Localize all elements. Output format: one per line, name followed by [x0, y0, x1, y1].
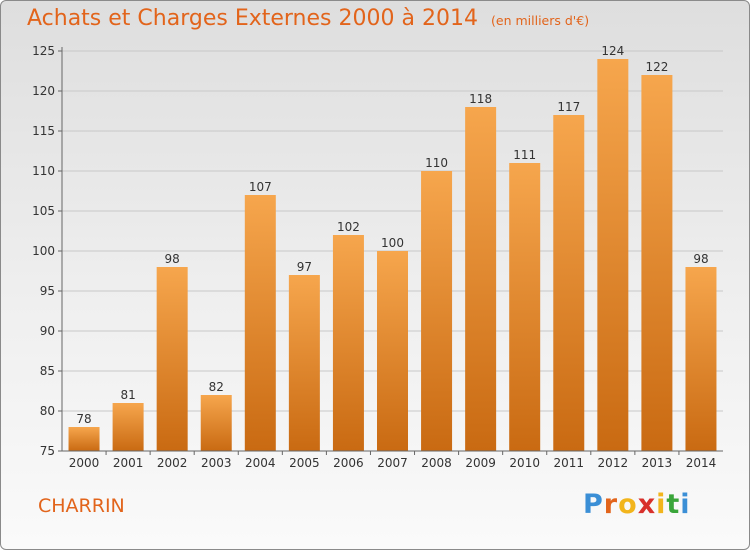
bar — [156, 267, 188, 451]
bars — [68, 59, 717, 451]
x-tick-label: 2003 — [201, 456, 232, 470]
data-label: 78 — [76, 412, 91, 426]
x-tick-label: 2006 — [333, 456, 364, 470]
bar — [200, 395, 232, 451]
logo-letter: t — [666, 489, 681, 520]
x-tick-label: 2000 — [69, 456, 100, 470]
y-tick-label: 125 — [32, 44, 55, 58]
logo-letter: o — [618, 489, 638, 520]
y-tick-label: 120 — [32, 84, 55, 98]
unit-note: (en milliers d'€) — [491, 13, 590, 28]
x-tick-label: 2010 — [509, 456, 540, 470]
axes — [58, 47, 723, 455]
x-tick-label: 2011 — [553, 456, 584, 470]
data-label: 122 — [645, 60, 668, 74]
bar — [112, 403, 144, 451]
data-label: 118 — [469, 92, 492, 106]
x-tick-label: 2008 — [421, 456, 452, 470]
y-tick-label: 80 — [40, 404, 55, 418]
logo-letter: x — [637, 489, 657, 520]
data-label: 82 — [209, 380, 224, 394]
data-label: 117 — [557, 100, 580, 114]
bar — [244, 195, 276, 451]
logo-letter: P — [583, 489, 604, 520]
proxiti-logo: Proxiti — [583, 489, 691, 520]
y-tick-label: 115 — [32, 124, 55, 138]
data-label: 107 — [249, 180, 272, 194]
labels: 75 80 85 90 95 100 105 110 115 120 125 78 2000 81 2001… — [32, 44, 716, 470]
x-tick-label: 2009 — [465, 456, 496, 470]
y-tick-label: 90 — [40, 324, 55, 338]
data-label: 98 — [693, 252, 708, 266]
chart-title: Achats et Charges Externes 2000 à 2014 (… — [27, 6, 589, 31]
bar — [377, 251, 408, 451]
logo-letter: i — [656, 489, 667, 520]
x-tick-label: 2012 — [598, 456, 629, 470]
y-tick-label: 95 — [40, 284, 55, 298]
x-tick-label: 2002 — [157, 456, 188, 470]
bar — [465, 107, 497, 451]
x-tick-label: 2007 — [377, 456, 408, 470]
logo-letter: i — [680, 489, 691, 520]
data-label: 98 — [165, 252, 180, 266]
bar — [332, 235, 364, 451]
x-tick-label: 2004 — [245, 456, 276, 470]
title-text: Achats et Charges Externes 2000 à 2014 — [27, 6, 478, 31]
y-tick-label: 100 — [32, 244, 55, 258]
y-tick-label: 105 — [32, 204, 55, 218]
y-tick-label: 85 — [40, 364, 55, 378]
data-label: 100 — [381, 236, 404, 250]
data-label: 111 — [513, 148, 536, 162]
bar — [68, 427, 100, 451]
bar — [553, 115, 585, 451]
x-tick-label: 2014 — [686, 456, 717, 470]
city-name: CHARRIN — [38, 495, 125, 517]
y-tick-label: 75 — [40, 444, 55, 458]
data-label: 124 — [601, 44, 624, 58]
bar — [421, 171, 453, 451]
y-tick-label: 110 — [32, 164, 55, 178]
bar — [641, 75, 673, 451]
bar — [597, 59, 629, 451]
data-label: 110 — [425, 156, 448, 170]
data-label: 97 — [297, 260, 312, 274]
bar — [509, 163, 541, 451]
data-label: 102 — [337, 220, 360, 234]
bar — [685, 267, 717, 451]
x-tick-label: 2005 — [289, 456, 320, 470]
bar — [288, 275, 320, 451]
data-label: 81 — [120, 388, 135, 402]
x-tick-label: 2001 — [113, 456, 144, 470]
x-tick-label: 2013 — [642, 456, 673, 470]
logo-letter: r — [603, 489, 619, 520]
